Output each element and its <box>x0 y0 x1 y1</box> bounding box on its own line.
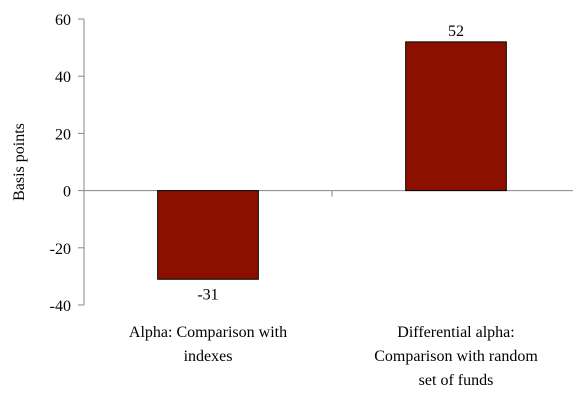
category-label: Comparison with random <box>374 348 538 365</box>
y-axis-title: Basis points <box>11 123 28 201</box>
bars <box>157 41 507 280</box>
category-label: set of funds <box>419 372 494 389</box>
bar <box>405 41 507 192</box>
labels: -40 -20 0 20 40 60 -31 52 Alpha: Comparison with… <box>11 12 538 389</box>
y-tick-label: -20 <box>50 241 71 258</box>
bar <box>157 190 259 280</box>
data-label: -31 <box>197 286 218 303</box>
y-tick-label: -40 <box>50 298 71 315</box>
category-label: Differential alpha: <box>397 324 514 341</box>
category-label: Alpha: Comparison with <box>129 324 287 341</box>
y-tick-label: 20 <box>55 126 71 143</box>
y-tick-label: 40 <box>55 69 71 86</box>
category-label: indexes <box>184 348 233 365</box>
data-label: 52 <box>448 23 464 40</box>
y-tick-label: 60 <box>55 12 71 29</box>
y-tick-label: 0 <box>63 184 71 201</box>
